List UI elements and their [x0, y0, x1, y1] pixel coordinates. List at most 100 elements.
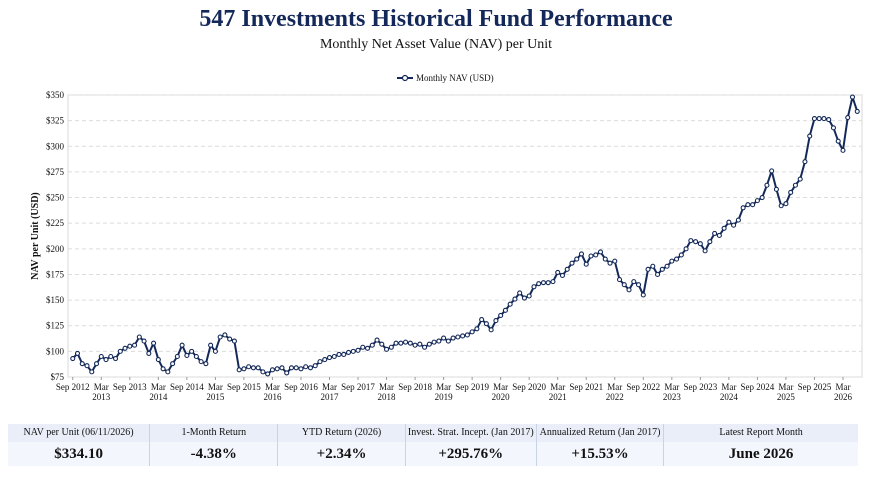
data-point	[70, 355, 76, 362]
data-point	[303, 364, 309, 370]
data-point	[132, 342, 138, 348]
data-point	[103, 357, 109, 363]
data-point	[274, 366, 280, 372]
x-tick-label: Sep 2020	[512, 382, 547, 392]
stat-cell: YTD Return (2026) +2.34%	[278, 424, 406, 466]
data-point	[750, 202, 756, 208]
data-point	[336, 351, 342, 357]
data-point	[469, 329, 475, 335]
data-point	[398, 340, 404, 346]
data-point	[227, 336, 233, 342]
data-point	[255, 365, 261, 371]
data-point	[688, 238, 694, 244]
data-point	[488, 327, 494, 333]
x-tick-label: Mar 2018	[377, 382, 396, 402]
stats-table: NAV per Unit (06/11/2026) $334.10 1-Month …	[8, 424, 859, 466]
data-point	[816, 116, 822, 122]
data-point	[621, 282, 627, 288]
x-tick-label: Sep 2019	[455, 382, 489, 392]
data-point	[189, 348, 195, 354]
x-tick-label: Sep 2014	[169, 382, 204, 392]
x-tick-label: Mar 2021	[548, 382, 567, 402]
y-tick-label: $125	[46, 321, 65, 331]
data-point	[279, 365, 285, 371]
data-point	[374, 337, 380, 343]
x-tick-label: Sep 2023	[683, 382, 718, 392]
data-point	[198, 359, 204, 365]
data-point	[512, 296, 518, 302]
data-point	[555, 269, 561, 275]
data-point	[564, 266, 570, 272]
data-point	[712, 230, 718, 236]
stat-label: YTD Return (2026)	[278, 424, 405, 442]
data-point	[845, 115, 851, 121]
data-point	[849, 94, 856, 100]
data-point	[350, 348, 356, 354]
data-point	[426, 341, 432, 347]
data-point	[835, 138, 841, 144]
data-point	[616, 277, 623, 283]
data-point	[74, 350, 81, 356]
data-point	[483, 321, 489, 327]
data-point	[740, 205, 746, 211]
data-point	[769, 168, 775, 174]
stat-label: Invest. Strat. Incept. (Jan 2017)	[405, 424, 536, 442]
chart-subtitle: Monthly Net Asset Value (NAV) per Unit	[320, 37, 552, 52]
x-tick-label: Sep 2016	[284, 382, 318, 392]
data-point	[436, 338, 442, 344]
data-point	[84, 363, 90, 369]
stat-label: NAV per Unit (06/11/2026)	[8, 424, 150, 442]
data-point	[293, 365, 299, 371]
data-point	[193, 353, 199, 360]
y-tick-label: $100	[46, 346, 65, 356]
x-tick-label: Sep 2013	[112, 382, 147, 392]
stat-label: 1-Month Return	[150, 424, 278, 442]
data-point	[650, 263, 656, 269]
data-point	[79, 361, 85, 367]
data-point	[288, 365, 295, 371]
data-point	[578, 251, 585, 257]
data-point	[151, 340, 157, 346]
data-point	[764, 182, 770, 188]
data-point	[574, 256, 580, 262]
data-point	[393, 340, 399, 346]
data-point	[607, 260, 613, 266]
data-point	[108, 353, 114, 360]
data-point	[89, 369, 95, 375]
data-point	[645, 266, 651, 272]
data-point	[517, 290, 523, 296]
data-point	[502, 307, 508, 313]
data-point	[754, 198, 760, 204]
x-tick-label: Mar 2024	[719, 382, 738, 402]
data-point	[165, 369, 171, 375]
data-point	[260, 369, 266, 375]
data-point	[735, 217, 741, 223]
y-tick-label: $275	[46, 167, 65, 177]
plot-frame	[67, 94, 863, 378]
stat-label: Latest Report Month	[664, 424, 859, 442]
data-point	[707, 239, 713, 245]
data-point	[464, 332, 470, 338]
legend-marker	[401, 74, 409, 82]
x-tick-label: Mar 2014	[149, 382, 168, 402]
data-point	[697, 241, 703, 247]
data-point	[384, 346, 390, 352]
data-point	[521, 295, 527, 301]
data-point	[179, 342, 185, 348]
data-point	[364, 345, 371, 351]
stat-value: June 2026	[664, 442, 859, 466]
data-point	[536, 281, 542, 287]
x-tick-label: Mar 2025	[776, 382, 795, 402]
x-tick-label: Mar 2022	[605, 382, 624, 402]
data-point	[360, 344, 366, 350]
data-point	[160, 366, 166, 372]
data-point	[246, 364, 252, 370]
legend-label: Monthly NAV (USD)	[416, 73, 494, 83]
data-point	[170, 361, 176, 367]
data-point	[635, 282, 642, 288]
data-point	[640, 292, 646, 298]
data-point	[298, 366, 304, 372]
chart: 547 Investments Historical Fund Performa…	[30, 6, 863, 382]
x-tick-label: Mar 2015	[206, 382, 225, 402]
data-point	[531, 284, 537, 290]
